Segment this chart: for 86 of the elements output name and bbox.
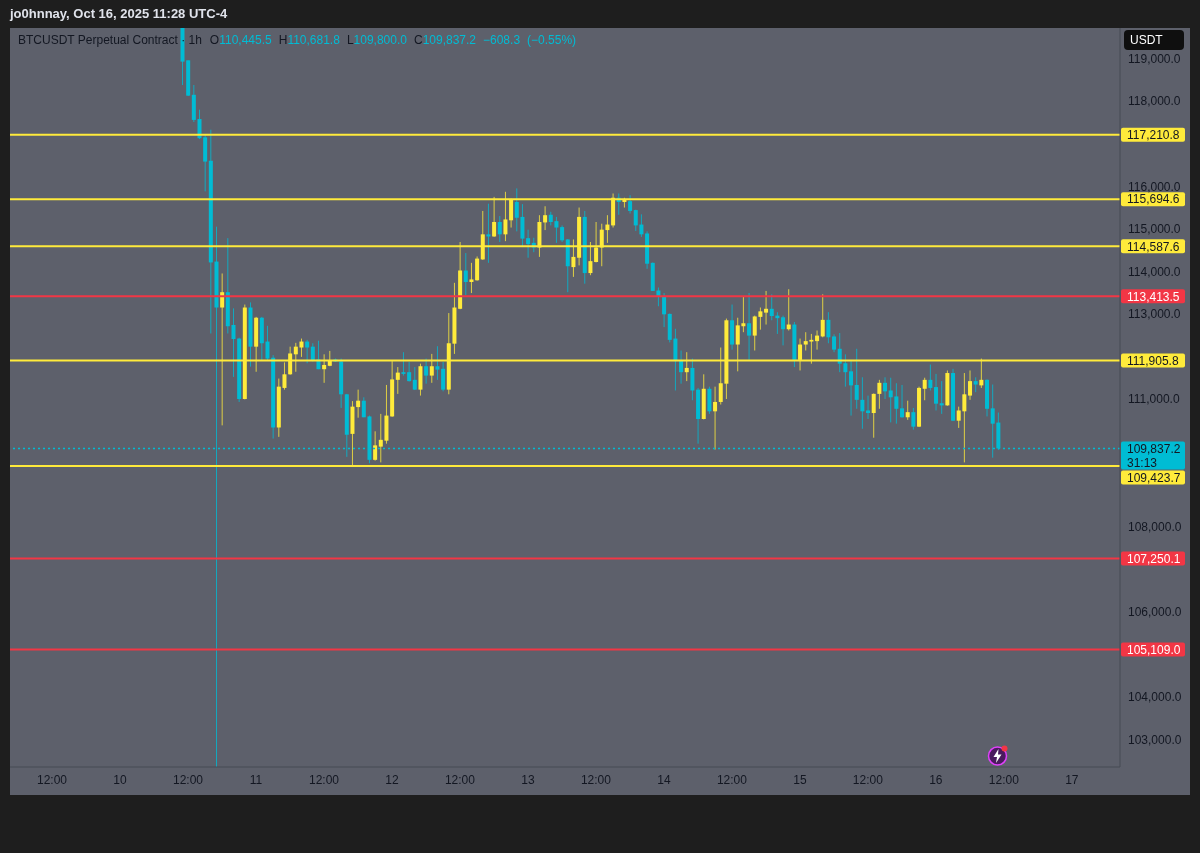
y-tick-label: 104,000.0 [1128,690,1182,705]
x-tick-label: 12:00 [852,772,884,787]
ref-line-label: 115,694.6 [1127,192,1180,207]
candlestick [922,377,927,401]
candlestick [826,311,831,344]
candlestick [418,363,423,397]
x-tick-label: 12:00 [172,772,204,787]
candlestick [905,400,910,421]
x-tick-label: 10 [113,772,127,787]
candlestick [849,359,854,417]
x-tick-label: 12:00 [444,772,476,787]
currency-button: USDT [1124,30,1184,50]
x-tick-label: 15 [793,772,807,787]
candlestick [871,392,876,439]
candlestick [866,395,871,420]
candlestick [401,351,406,377]
candlestick [463,252,468,296]
x-tick-label: 12 [385,772,399,787]
candlestick [395,366,400,395]
x-tick-label: 13 [521,772,535,787]
text: 31:13 [1127,455,1158,470]
candlestick [968,369,973,401]
candlestick [356,389,361,419]
candlestick [707,386,712,415]
candlestick [526,229,531,259]
candlestick [605,214,610,244]
y-tick-label: 114,000.0 [1128,264,1181,279]
candlestick [407,361,412,383]
candlestick [860,376,865,430]
candlestick [911,407,916,431]
x-tick-label: 12:00 [37,772,68,787]
y-tick-label: 103,000.0 [1128,732,1182,747]
chart-title: BTCUSDT Perpetual Contract · 1h [18,33,202,47]
candlestick [662,292,667,328]
candlestick [441,361,446,392]
x-tick-label: 12:00 [308,772,340,787]
ref-line-label: 111,905.8 [1127,353,1179,368]
candlestick [877,379,882,410]
text: jo0hnnay, Oct 16, 2025 11:28 UTC-4 [10,6,228,21]
candlestick [424,358,429,385]
ref-line-label: 117,210.8 [1127,127,1180,142]
ref-line-label: 107,250.1 [1127,551,1181,566]
text: O110,445.5 H110,681.8 L109,800.0 C109,837.2 −608.3 (−0.55%) [209,33,577,47]
candlestick [373,430,378,462]
ref-line-label: 109,423.7 [1127,470,1181,485]
x-tick-label: 12:00 [988,772,1020,787]
candlestick [883,376,888,400]
ref-line-label: 109,837.2 [1127,441,1181,456]
candlestick [469,262,474,294]
candlestick [679,349,684,385]
x-tick-label: 12:00 [716,772,748,787]
y-tick-label: 106,000.0 [1128,604,1182,619]
x-tick-label: 16 [929,772,943,787]
candlestick [764,290,769,326]
candlestick [815,329,820,351]
ref-line-label: 105,109.0 [1127,642,1181,657]
ref-line-label: 113,413.5 [1127,289,1180,304]
candlestick [690,358,695,401]
candlestick [747,292,752,361]
y-tick-label: 113,000.0 [1128,307,1181,322]
candlestick [781,315,786,346]
candlestick [305,339,310,364]
y-tick-label: 111,000.0 [1128,392,1180,407]
candlestick [543,205,548,231]
candlestick [435,345,440,381]
ref-line-label: 114,587.6 [1127,239,1180,254]
candlestick [928,364,933,391]
candlestick [475,255,480,282]
y-tick-label: 108,000.0 [1128,519,1182,534]
candlestick [900,384,905,419]
y-tick-label: 119,000.0 [1128,51,1181,66]
x-tick-label: 17 [1065,772,1079,787]
y-tick-label: 116,000.0 [1128,179,1181,194]
candlestick [628,194,633,214]
candlestick [497,215,502,243]
candlestick [820,293,825,338]
candlestick [639,213,644,238]
x-tick-label: 14 [657,772,671,787]
x-tick-label: 12:00 [580,772,612,787]
y-tick-label: 118,000.0 [1128,94,1181,109]
x-tick-label: 11 [249,772,263,787]
candlestick [713,386,718,451]
candlestick [854,348,859,410]
candlestick [934,373,939,411]
y-tick-label: 115,000.0 [1128,222,1181,237]
candlestick [769,293,774,321]
